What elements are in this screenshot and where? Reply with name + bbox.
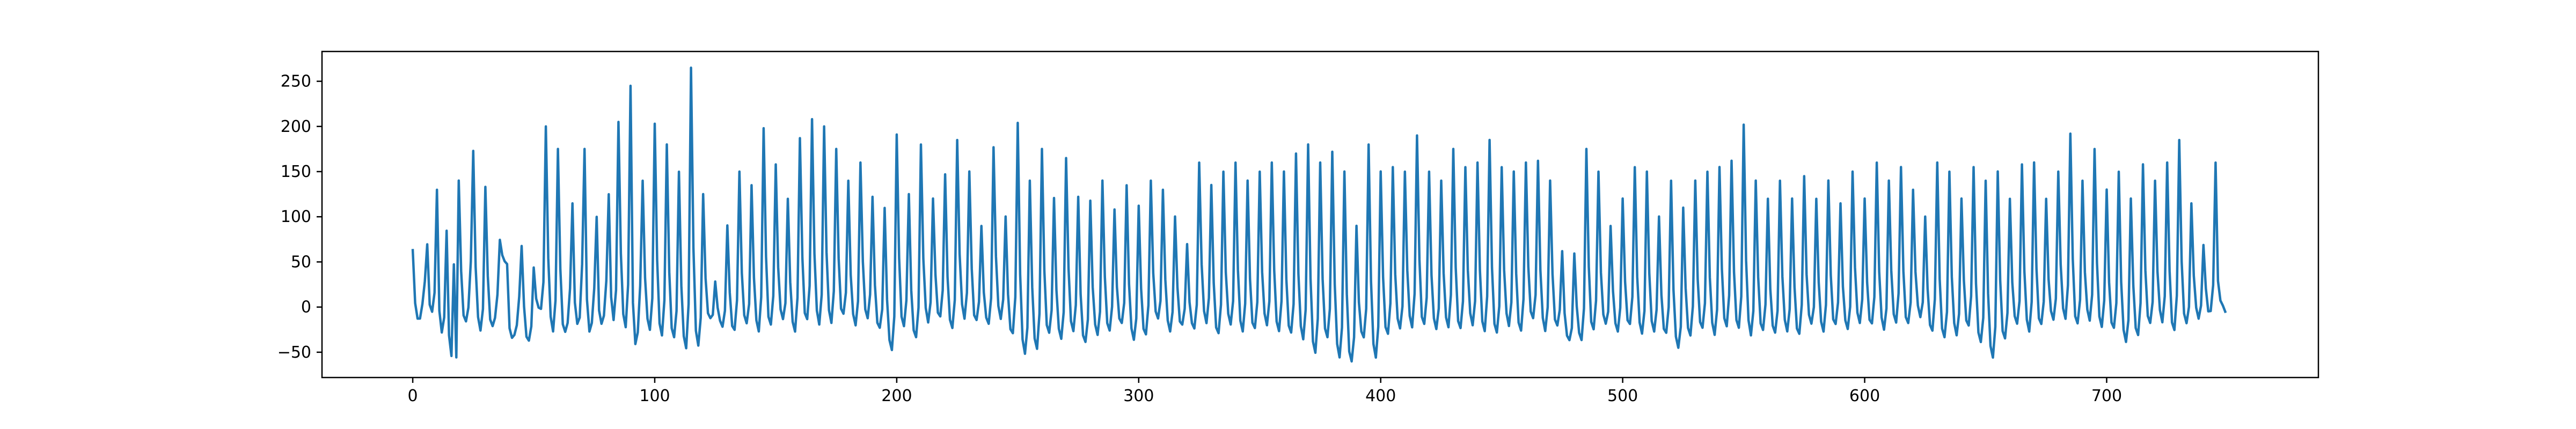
- x-tick-label: 100: [639, 387, 670, 405]
- y-axis: −50 0 50 100 150 200 250: [277, 72, 322, 362]
- x-tick-label: 200: [881, 387, 912, 405]
- x-tick-label: 0: [408, 387, 418, 405]
- y-tick-label: 200: [281, 117, 311, 136]
- x-tick-label: 700: [2091, 387, 2122, 405]
- y-tick-label: 100: [281, 208, 311, 226]
- y-tick-label: 250: [281, 72, 311, 91]
- y-tick-label: 50: [291, 253, 311, 271]
- axes-frame: [321, 50, 2319, 379]
- x-tick-label: 300: [1123, 387, 1154, 405]
- x-tick-label: 400: [1365, 387, 1396, 405]
- plot-area: [411, 66, 2227, 363]
- y-tick-label: −50: [277, 343, 311, 362]
- series-line: [411, 66, 2227, 363]
- x-axis: 0 100 200 300 400 500 600 700: [408, 378, 2122, 405]
- y-tick-label: 150: [281, 162, 311, 181]
- x-tick-label: 600: [1849, 387, 1880, 405]
- y-tick-label: 0: [301, 298, 311, 317]
- x-tick-label: 500: [1607, 387, 1638, 405]
